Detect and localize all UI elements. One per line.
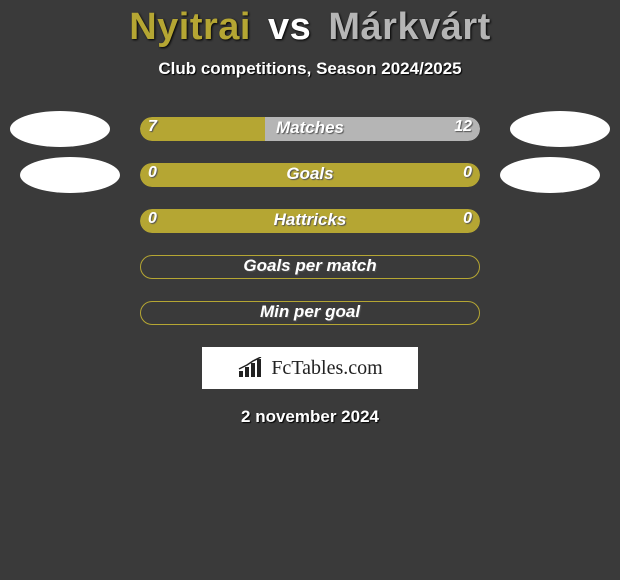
- stat-label: Matches: [140, 118, 480, 138]
- comparison-card: Nyitrai vs Márkvárt Club competitions, S…: [0, 0, 620, 580]
- player1-name: Nyitrai: [129, 6, 251, 48]
- card-date: 2 november 2024: [0, 407, 620, 427]
- player1-avatar: [20, 157, 120, 193]
- stat-label: Goals: [140, 164, 480, 184]
- card-title: Nyitrai vs Márkvárt: [0, 0, 620, 49]
- stat-label: Goals per match: [140, 256, 480, 276]
- chart-icon: [237, 357, 265, 379]
- stat-row: Min per goal: [0, 301, 620, 325]
- logo-text: FcTables.com: [271, 357, 382, 380]
- player2-name: Márkvárt: [328, 6, 490, 48]
- stat-label: Hattricks: [140, 210, 480, 230]
- stat-row: 00Hattricks: [0, 209, 620, 233]
- stat-row: Goals per match: [0, 255, 620, 279]
- stat-row: 00Goals: [0, 163, 620, 187]
- player1-avatar: [10, 111, 110, 147]
- stat-label: Min per goal: [140, 302, 480, 322]
- card-subtitle: Club competitions, Season 2024/2025: [0, 59, 620, 79]
- stat-row: 712Matches: [0, 117, 620, 141]
- logo-box: FcTables.com: [202, 347, 418, 389]
- player2-avatar: [510, 111, 610, 147]
- title-separator: vs: [268, 6, 311, 48]
- stats-area: 712Matches 00Goals 00Hattricks Goals per ma…: [0, 117, 620, 325]
- player2-avatar: [500, 157, 600, 193]
